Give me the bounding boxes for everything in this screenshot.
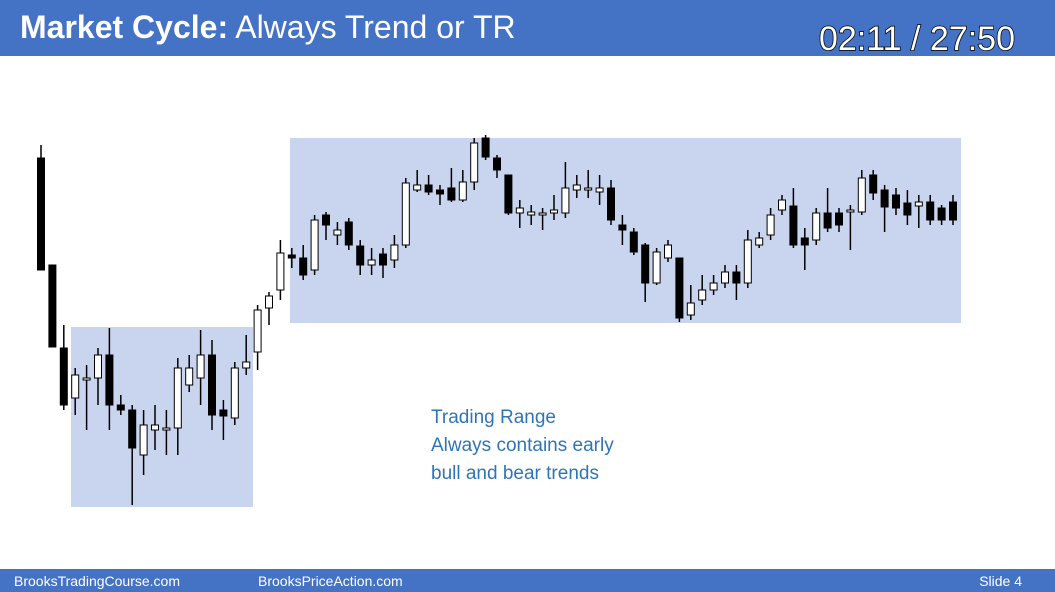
candle-body xyxy=(299,257,308,276)
candle-body xyxy=(846,209,855,213)
candle-body xyxy=(128,409,137,449)
candle-body xyxy=(914,201,923,207)
video-timer: 02:11 / 27:50 xyxy=(819,20,1015,58)
candle-body xyxy=(379,253,387,266)
candle-body xyxy=(641,244,650,284)
candle-body xyxy=(652,251,661,284)
candle-body xyxy=(401,182,410,246)
candle-body xyxy=(869,174,878,194)
candle-body xyxy=(162,427,171,431)
candle-body xyxy=(344,221,353,246)
annotation: Trading Range xyxy=(431,407,556,428)
candle-body xyxy=(390,244,399,261)
candle-body xyxy=(470,142,479,183)
candle-body xyxy=(926,201,935,221)
candle-body xyxy=(424,184,433,193)
candle-body xyxy=(287,254,296,259)
candle-body xyxy=(675,257,684,319)
candle-body xyxy=(219,409,228,417)
candle-body xyxy=(937,207,946,221)
candle-body xyxy=(230,367,239,419)
annotation: bull and bear trends xyxy=(431,463,599,484)
candle-body xyxy=(139,424,148,456)
candle-body xyxy=(367,259,376,266)
candles xyxy=(37,135,957,505)
candle-body xyxy=(413,184,422,191)
footer-link: BrooksTradingCourse.com xyxy=(14,573,180,589)
candle-body xyxy=(151,424,159,431)
candle-body xyxy=(458,181,467,201)
candle-body xyxy=(71,374,80,399)
candle-body xyxy=(629,231,638,253)
candle-body xyxy=(242,361,251,369)
candle-body xyxy=(903,202,912,216)
candle-body xyxy=(766,214,775,236)
candle-body xyxy=(709,282,718,291)
candle-body xyxy=(572,184,581,191)
candle-body xyxy=(686,302,695,316)
candle-body xyxy=(743,239,752,284)
footer-link: BrooksPriceAction.com xyxy=(258,573,403,589)
candle-body xyxy=(778,199,786,211)
candle-body xyxy=(698,289,707,301)
candle-body xyxy=(94,354,102,379)
candle-body xyxy=(116,404,125,411)
candle-body xyxy=(949,201,957,221)
candle-body xyxy=(48,264,57,348)
candle-body xyxy=(447,187,456,201)
candle-body xyxy=(196,354,205,379)
candle-body xyxy=(800,237,809,246)
candle-body xyxy=(265,295,273,309)
candle-body xyxy=(527,211,536,216)
candle-body xyxy=(173,367,182,429)
candle-body xyxy=(789,205,798,246)
candle-body xyxy=(436,189,444,195)
candle-body xyxy=(37,157,45,271)
slide-number: Slide 4 xyxy=(979,573,1022,589)
candle-body xyxy=(253,309,262,353)
candle-body xyxy=(185,367,194,386)
candle-body xyxy=(835,212,843,226)
candle-body xyxy=(595,187,604,193)
candle-body xyxy=(105,354,114,406)
candle-body xyxy=(82,377,91,381)
candle-body xyxy=(857,177,866,213)
candle-body xyxy=(515,207,524,214)
candle-body xyxy=(550,209,558,214)
candle-body xyxy=(618,224,627,231)
candle-body xyxy=(721,271,729,284)
candle-body xyxy=(481,137,490,158)
candle-body xyxy=(493,157,501,171)
candle-body xyxy=(322,214,330,226)
candle-body xyxy=(561,187,570,214)
candle-body xyxy=(356,245,365,266)
candle-body xyxy=(310,219,319,271)
candle-body xyxy=(892,194,900,209)
candle-body xyxy=(208,354,216,416)
footer-bar xyxy=(0,569,1055,592)
candle-body xyxy=(732,271,741,284)
candle-body xyxy=(333,229,342,236)
candle-body xyxy=(276,252,285,291)
candle-body xyxy=(538,212,547,216)
candle-body xyxy=(504,174,513,214)
annotation: Always contains early xyxy=(431,435,614,456)
candle-body xyxy=(607,187,615,221)
candle-body xyxy=(584,187,593,191)
candle-body xyxy=(755,237,764,246)
header-bar xyxy=(0,0,1055,56)
candle-body xyxy=(59,347,68,406)
slide-title: Market Cycle: Always Trend or TR xyxy=(20,9,516,45)
candle-body xyxy=(812,212,821,241)
candle-body xyxy=(880,189,889,208)
title-bold: Market Cycle: xyxy=(20,9,228,45)
candle-body xyxy=(823,212,832,229)
title-rest: Always Trend or TR xyxy=(235,9,515,45)
candle-body xyxy=(664,244,672,259)
